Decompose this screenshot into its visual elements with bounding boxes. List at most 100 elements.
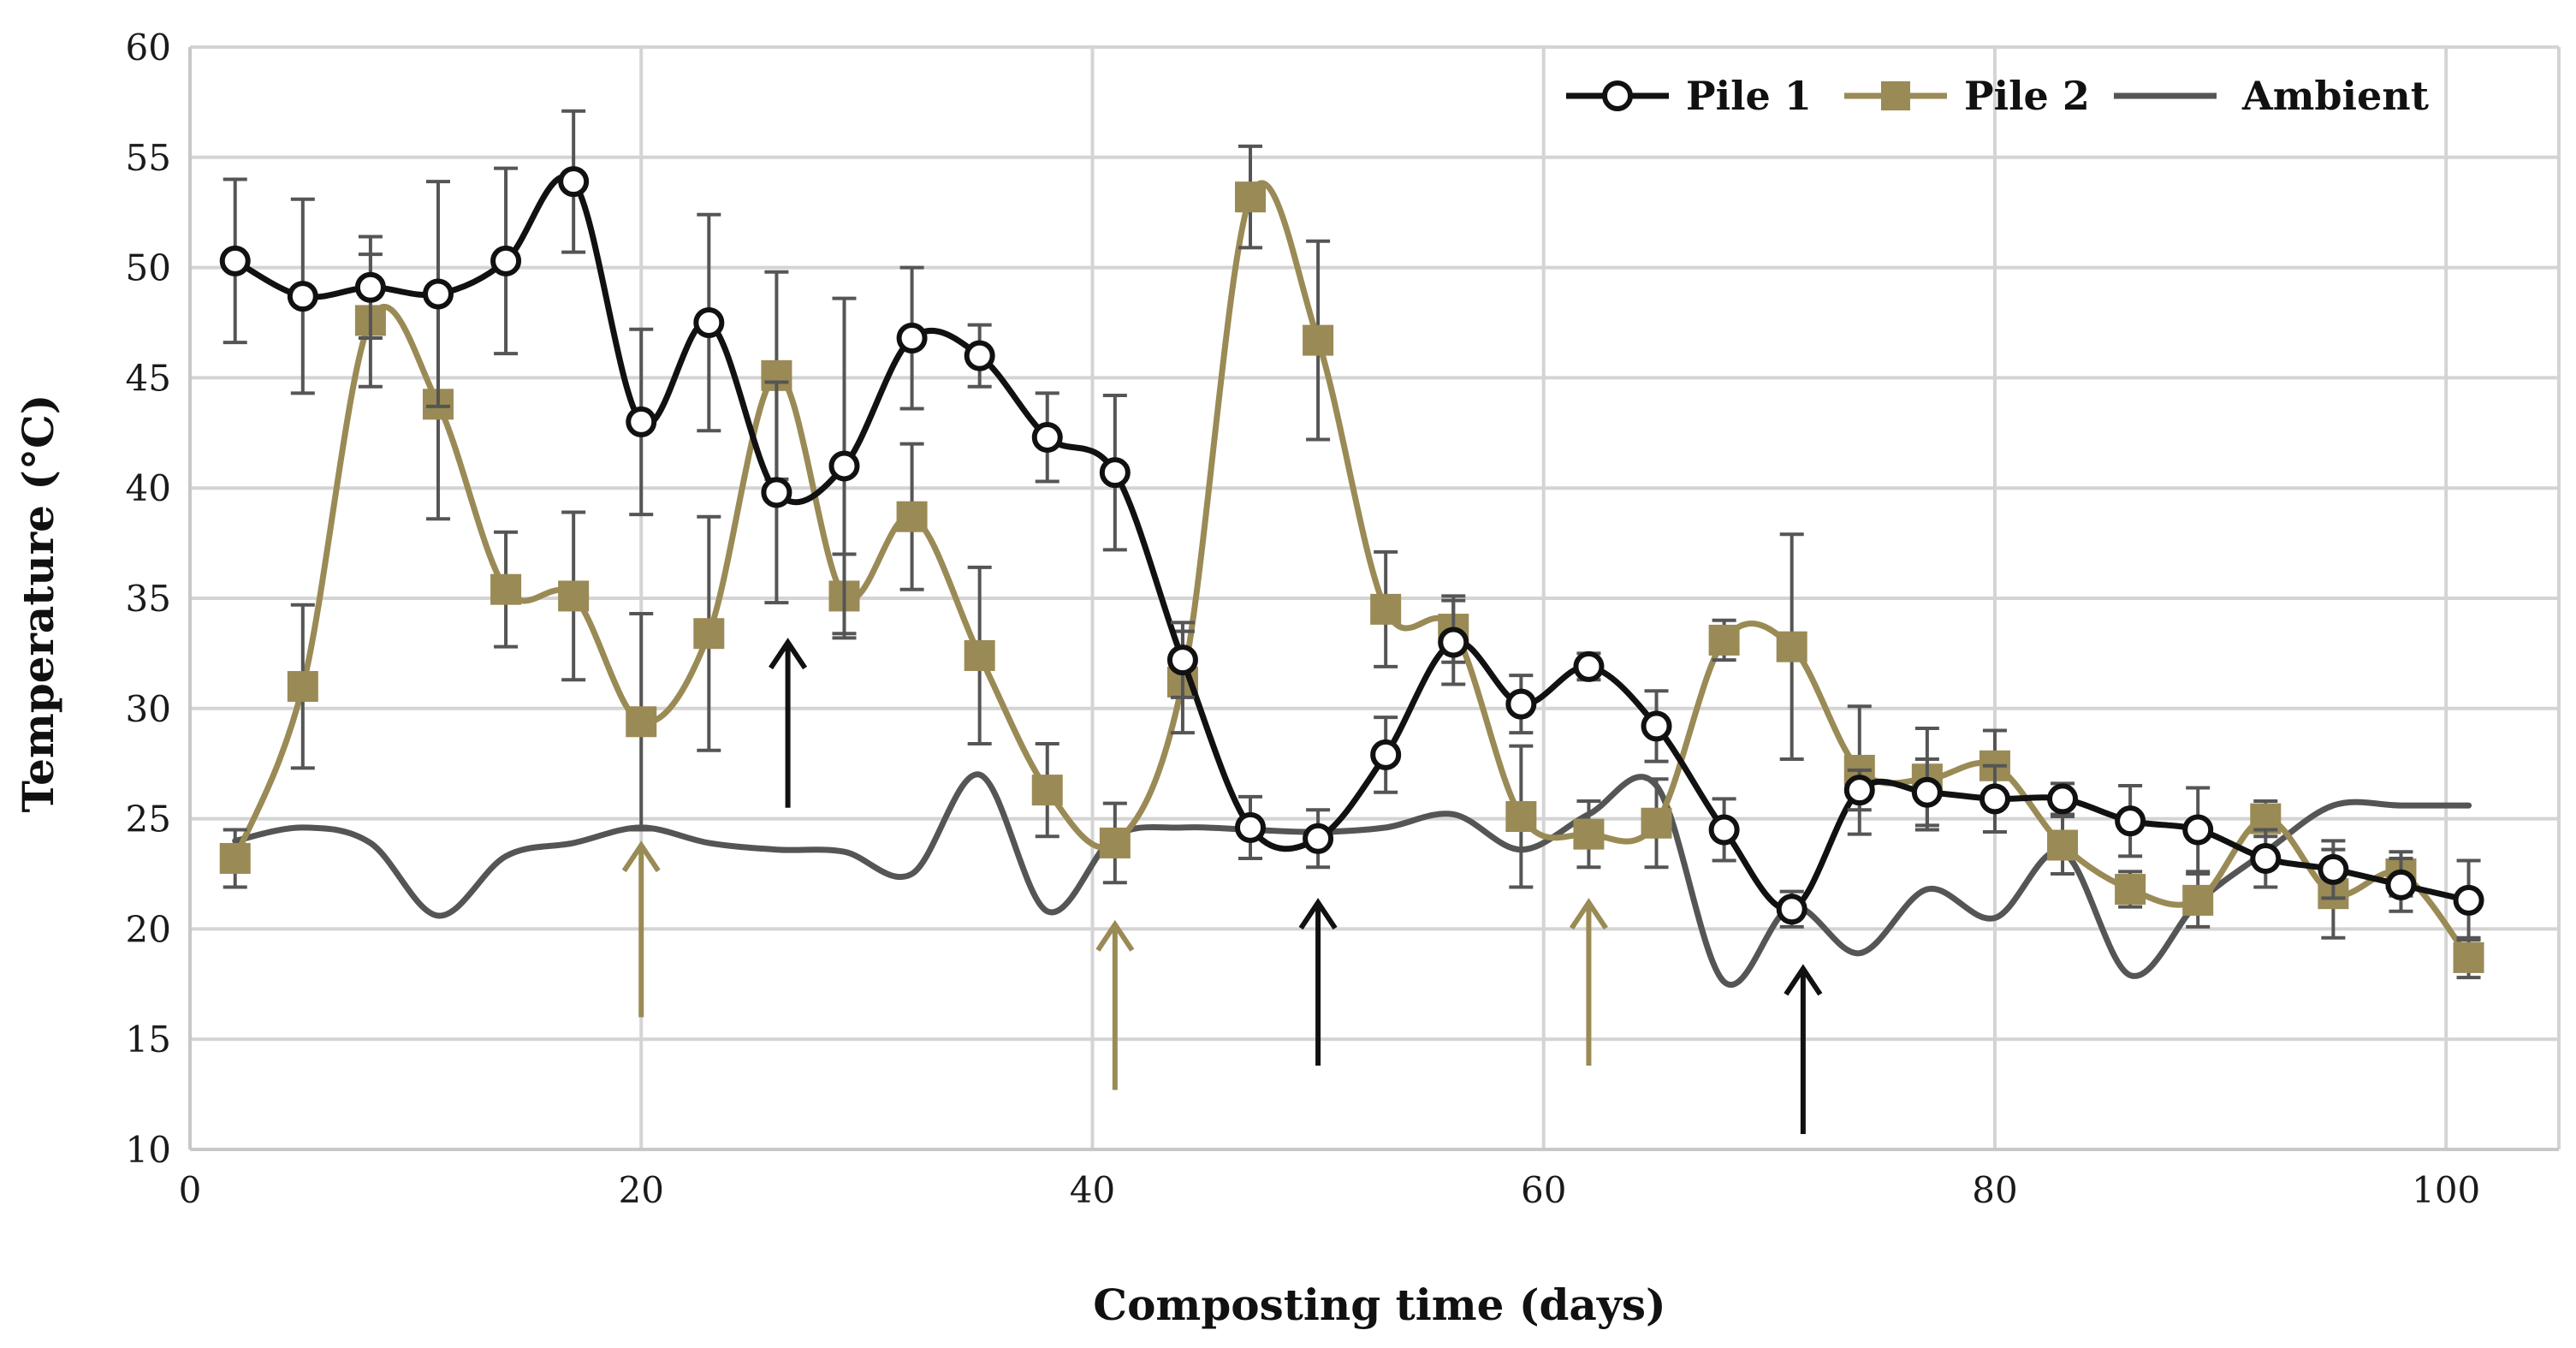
pile-1-point bbox=[1031, 421, 1063, 453]
legend-entry-pile-1: Pile 1 bbox=[1566, 73, 1812, 119]
pile-1-point bbox=[1776, 894, 1807, 925]
ambient-series bbox=[232, 771, 2472, 988]
pile-2-point bbox=[964, 639, 995, 671]
pile-1-line bbox=[232, 173, 2472, 913]
legend-entry-pile-2: Pile 2 bbox=[1844, 73, 2090, 119]
legend-marker bbox=[1602, 80, 1633, 111]
pile-1-point bbox=[2047, 783, 2079, 815]
pile-1-point bbox=[1641, 710, 1672, 742]
y-axis-title: Temperature (°C) bbox=[13, 395, 63, 813]
y-tick-label: 30 bbox=[126, 688, 171, 730]
pile-1-point bbox=[896, 323, 928, 354]
pile-2-point bbox=[1776, 631, 1807, 662]
pile-2-turning-arrow bbox=[621, 840, 661, 1018]
pile-1-point bbox=[1708, 814, 1740, 846]
pile-1-point bbox=[2453, 884, 2484, 916]
pile-1-turning-arrow bbox=[1298, 898, 1338, 1066]
pile-1-point bbox=[422, 278, 454, 310]
pile-1-point bbox=[1843, 775, 1875, 806]
pile-2-point bbox=[219, 842, 251, 874]
arrow-head bbox=[621, 840, 661, 873]
legend-entry-ambient: Ambient bbox=[2114, 73, 2430, 119]
axes: 10 15 20 25 30 35 40 45 50 55 60 0 20 40 60 80 100 bbox=[126, 27, 2559, 1211]
pile-1-point bbox=[1505, 688, 1537, 720]
pile-2-turning-arrow bbox=[1569, 898, 1608, 1066]
pile-1-point bbox=[1370, 739, 1402, 770]
x-tick-label: 20 bbox=[619, 1169, 664, 1211]
arrow-head bbox=[1569, 898, 1608, 930]
legend-label: Ambient bbox=[2241, 73, 2430, 119]
y-tick-label: 60 bbox=[126, 27, 171, 68]
pile-2-point bbox=[2047, 829, 2079, 861]
pile-2-point bbox=[626, 706, 657, 738]
pile-2-point bbox=[693, 618, 725, 650]
pile-1-turning-arrow bbox=[1784, 964, 1823, 1134]
pile-1-point bbox=[490, 245, 522, 276]
y-tick-label: 50 bbox=[126, 247, 171, 289]
pile-2-point bbox=[2182, 884, 2214, 916]
pile-1-point bbox=[219, 245, 251, 276]
pile-1-point bbox=[2385, 869, 2417, 900]
pile-1-turning-arrow bbox=[769, 638, 808, 808]
pile-1-point bbox=[964, 340, 995, 371]
legend: Pile 1 Pile 2 Ambient bbox=[1566, 73, 2430, 119]
pile-1-point bbox=[2318, 853, 2349, 885]
pile-2-point bbox=[558, 580, 590, 612]
arrow-head bbox=[1784, 964, 1823, 996]
y-tick-label: 40 bbox=[126, 467, 171, 509]
pile-1-point bbox=[1099, 457, 1131, 489]
x-tick-label: 60 bbox=[1521, 1169, 1566, 1211]
x-tick-label: 0 bbox=[179, 1169, 202, 1211]
pile-2-point bbox=[490, 573, 522, 605]
pile-2-point bbox=[1708, 624, 1740, 656]
pile-2-point bbox=[287, 671, 318, 703]
pile-1-point bbox=[2115, 805, 2146, 837]
pile-1-point bbox=[1235, 811, 1267, 843]
x-tick-label: 80 bbox=[1972, 1169, 2017, 1211]
pile-1-point bbox=[1979, 783, 2010, 815]
legend-label: Pile 1 bbox=[1686, 73, 1812, 119]
pile-2-turning-arrow bbox=[1095, 919, 1135, 1090]
pile-2-point bbox=[1031, 775, 1063, 806]
pile-1-point bbox=[1303, 822, 1334, 854]
pile-1-series bbox=[219, 109, 2484, 942]
pile-2-point bbox=[2453, 941, 2484, 973]
pile-1-point bbox=[626, 406, 657, 437]
pile-1-point bbox=[761, 477, 792, 508]
pile-1-point bbox=[693, 307, 725, 338]
turning-arrows bbox=[621, 638, 1823, 1134]
legend-label: Pile 2 bbox=[1964, 73, 2090, 119]
y-tick-label: 55 bbox=[126, 137, 171, 179]
pile-2-point bbox=[2115, 874, 2146, 906]
y-tick-label: 20 bbox=[126, 908, 171, 950]
arrow-head bbox=[1095, 919, 1135, 952]
pile-2-point bbox=[1573, 818, 1605, 850]
y-tick-label: 35 bbox=[126, 578, 171, 620]
pile-2-point bbox=[1099, 827, 1131, 858]
pile-1-point bbox=[2182, 814, 2214, 846]
x-tick-label: 40 bbox=[1070, 1169, 1115, 1211]
y-tick-label: 10 bbox=[126, 1129, 171, 1171]
pile-2-point bbox=[1303, 324, 1334, 356]
y-tick-label: 45 bbox=[126, 357, 171, 399]
pile-2-point bbox=[1370, 593, 1402, 625]
pile-1-point bbox=[828, 450, 860, 482]
x-axis-title: Composting time (days) bbox=[1093, 1280, 1665, 1330]
arrow-head bbox=[769, 638, 808, 670]
pile-2-point bbox=[1235, 181, 1267, 213]
pile-2-point bbox=[1641, 807, 1672, 839]
pile-2-point bbox=[1505, 801, 1537, 833]
pile-1-point bbox=[2250, 842, 2282, 874]
x-tick-label: 100 bbox=[2412, 1169, 2480, 1211]
arrow-head bbox=[1298, 898, 1338, 930]
pile-1-point bbox=[1911, 776, 1943, 808]
pile-1-point bbox=[1438, 626, 1469, 658]
pile-1-point bbox=[354, 271, 386, 303]
pile-1-point bbox=[1166, 644, 1198, 676]
legend-marker bbox=[1881, 81, 1910, 110]
pile-2-point bbox=[896, 501, 928, 532]
pile-1-point bbox=[1573, 650, 1605, 682]
